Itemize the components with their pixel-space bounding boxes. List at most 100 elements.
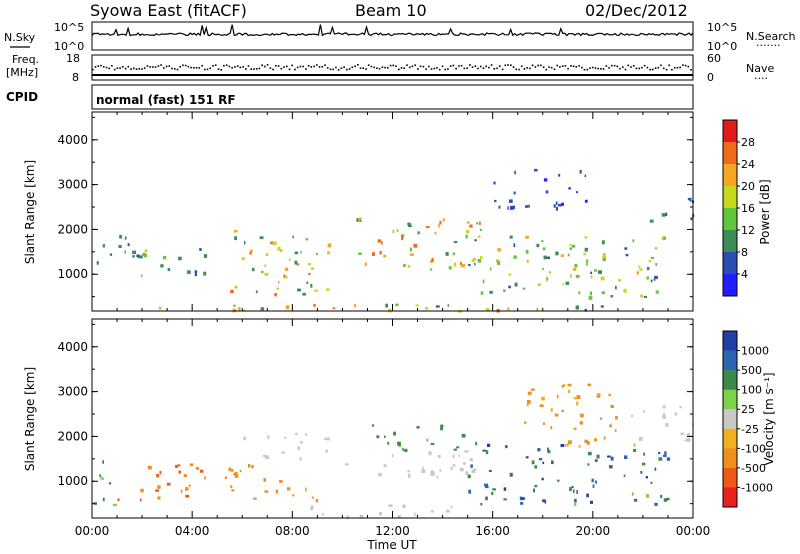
colorbar-tick-label: 4 bbox=[741, 268, 748, 281]
heatmap-cell bbox=[640, 471, 643, 474]
heatmap-cell bbox=[687, 433, 690, 437]
freq-dot bbox=[168, 65, 171, 67]
heatmap-cell bbox=[460, 261, 462, 266]
heatmap-cell bbox=[187, 270, 191, 274]
heatmap-cell bbox=[479, 256, 483, 259]
heatmap-cell bbox=[384, 435, 386, 438]
freq-dot bbox=[108, 67, 110, 70]
colorbar-swatch bbox=[723, 164, 737, 187]
heatmap-cell bbox=[551, 460, 554, 465]
heatmap-cell bbox=[325, 449, 328, 453]
heatmap-cell bbox=[276, 287, 279, 290]
heatmap-cell bbox=[641, 462, 646, 466]
heatmap-cell bbox=[591, 478, 594, 483]
heatmap-cell bbox=[525, 456, 529, 459]
heatmap-cell bbox=[204, 476, 206, 480]
freq-dot bbox=[652, 68, 654, 71]
heatmap-cell bbox=[322, 513, 324, 516]
heatmap-cell bbox=[496, 259, 500, 263]
freq-dot bbox=[332, 68, 334, 71]
freq-dot bbox=[141, 68, 143, 70]
heatmap-cell bbox=[310, 283, 313, 288]
heatmap-cell bbox=[372, 252, 375, 256]
heatmap-cell bbox=[93, 502, 97, 505]
heatmap-cell bbox=[251, 465, 254, 469]
freq-dot bbox=[616, 65, 619, 68]
heatmap-cell bbox=[306, 281, 309, 284]
freq-dot bbox=[392, 64, 395, 67]
heatmap-cell bbox=[542, 499, 546, 503]
heatmap-cell bbox=[440, 424, 444, 428]
freq-dot bbox=[611, 64, 613, 67]
freq-dot bbox=[223, 64, 225, 67]
heatmap-cell bbox=[180, 489, 183, 493]
heatmap-cell bbox=[646, 276, 649, 280]
freq-dot bbox=[245, 68, 247, 70]
heatmap-cell bbox=[684, 439, 687, 442]
heatmap-cell bbox=[157, 496, 161, 500]
freq-dot bbox=[288, 68, 291, 71]
heatmap-cell bbox=[284, 267, 289, 271]
heatmap-cell bbox=[284, 275, 288, 279]
heatmap-cell bbox=[594, 459, 598, 462]
heatmap-cell bbox=[587, 383, 591, 387]
freq-dot bbox=[444, 68, 446, 71]
freq-dot bbox=[414, 64, 416, 66]
freq-dot bbox=[184, 64, 187, 67]
heatmap-cell bbox=[588, 296, 593, 300]
heatmap-cell bbox=[447, 304, 449, 307]
freq-dot bbox=[307, 65, 310, 67]
heatmap-cell bbox=[623, 474, 626, 477]
heatmap-cell bbox=[624, 247, 628, 250]
heatmap-cell bbox=[378, 472, 382, 477]
freq-dot bbox=[236, 65, 239, 67]
heatmap-cell bbox=[379, 512, 382, 516]
x-tick-label: 16:00 bbox=[475, 524, 510, 538]
heatmap-cell bbox=[459, 467, 464, 472]
heatmap-cell bbox=[492, 488, 496, 491]
heatmap-cell bbox=[482, 279, 485, 284]
heatmap-cell bbox=[140, 488, 144, 493]
heatmap-cell bbox=[445, 252, 449, 256]
heatmap-cell bbox=[556, 394, 559, 399]
heatmap-cell bbox=[416, 426, 420, 429]
heatmap-cell bbox=[514, 170, 516, 175]
freq-dot bbox=[545, 68, 548, 71]
freq-dot bbox=[449, 65, 452, 67]
heatmap-cell bbox=[537, 283, 541, 286]
heatmap-cell bbox=[663, 412, 665, 415]
noise-trace bbox=[91, 24, 694, 37]
heatmap-cell bbox=[438, 223, 440, 228]
freq-dot bbox=[433, 67, 436, 70]
nave-tick-top: 60 bbox=[707, 52, 721, 65]
heatmap-cell bbox=[241, 257, 245, 260]
colorbar-swatch bbox=[723, 274, 737, 297]
heatmap-cell bbox=[527, 400, 531, 404]
heatmap-cell bbox=[640, 294, 643, 298]
heatmap-cell bbox=[377, 239, 382, 243]
x-tick-label: 20:00 bbox=[576, 524, 611, 538]
heatmap-cell bbox=[160, 264, 164, 268]
heatmap-cell bbox=[537, 448, 541, 452]
heatmap-cell bbox=[395, 303, 399, 307]
freq-dot bbox=[458, 65, 460, 67]
noise-panel bbox=[91, 21, 694, 51]
freq-dot bbox=[578, 65, 580, 67]
heatmap-cell bbox=[543, 255, 547, 260]
freq-dot bbox=[326, 67, 329, 69]
heatmap-cell bbox=[654, 275, 658, 280]
freq-dot bbox=[291, 64, 293, 67]
heatmap-cell bbox=[544, 500, 547, 504]
heatmap-cell bbox=[595, 480, 597, 484]
freq-dot bbox=[154, 66, 157, 68]
freq-dot bbox=[496, 67, 498, 70]
heatmap-cell bbox=[124, 236, 127, 240]
nsky-label: N.Sky bbox=[4, 31, 36, 44]
heatmap-cell bbox=[633, 443, 636, 447]
freq-dot bbox=[286, 65, 288, 68]
freq-dot bbox=[302, 65, 304, 68]
heatmap-cell bbox=[252, 267, 255, 272]
heatmap-cell bbox=[579, 169, 582, 174]
freq-dot bbox=[520, 65, 523, 68]
freq-tick-top: 18 bbox=[66, 52, 80, 65]
